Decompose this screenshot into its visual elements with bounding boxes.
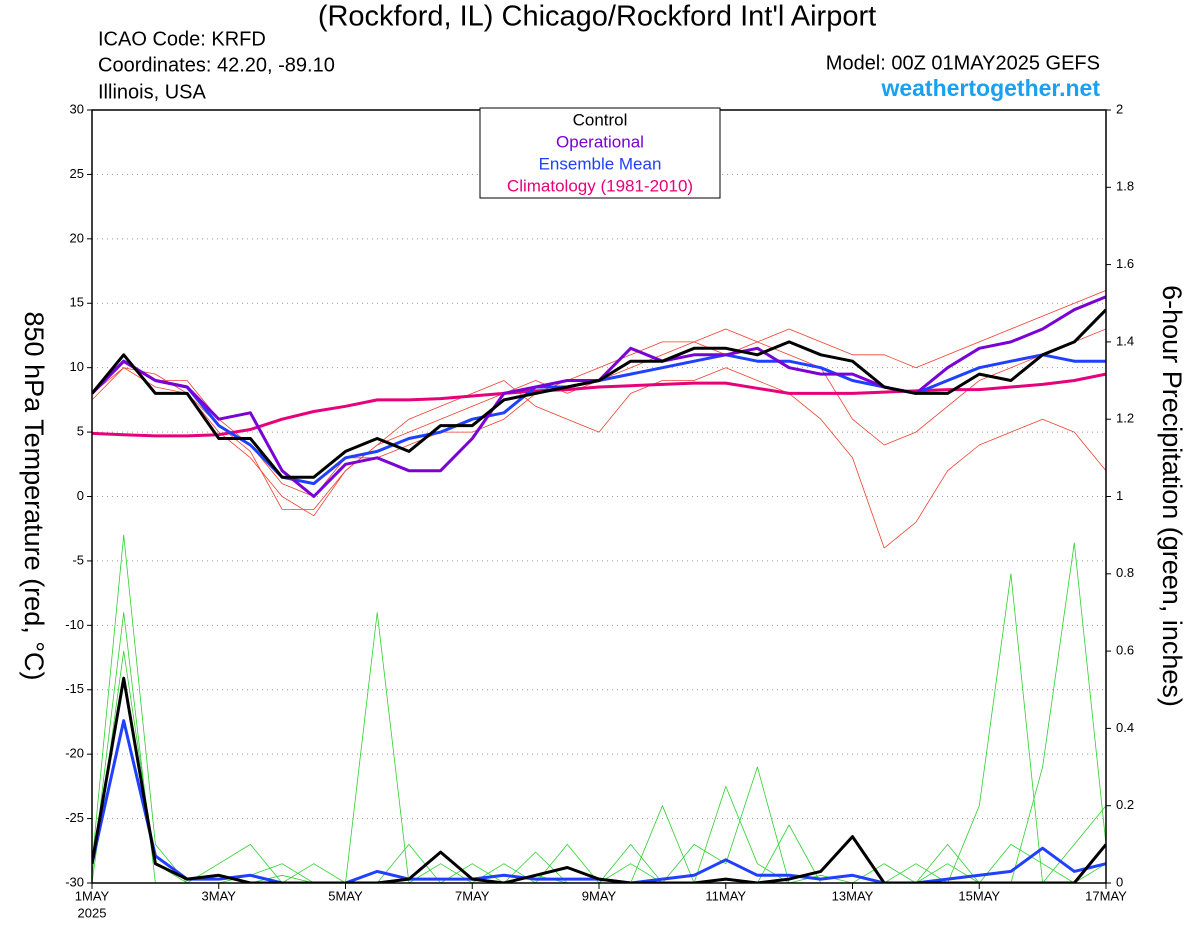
y2-tick-label: 1.6	[1116, 256, 1134, 271]
x-year-label: 2025	[78, 905, 107, 920]
info-line: Coordinates: 42.20, -89.10	[98, 54, 335, 76]
y-tick-label: 0	[77, 488, 84, 503]
y2-tick-label: 0.8	[1116, 565, 1134, 580]
y-tick-label: -10	[65, 617, 84, 632]
y-tick-label: -25	[65, 810, 84, 825]
x-tick-label: 1MAY	[75, 888, 110, 903]
y2-tick-label: 1.4	[1116, 333, 1134, 348]
y-axis-label: 850 hPa Temperature (red, °C)	[19, 312, 49, 681]
y-tick-label: 15	[70, 295, 84, 310]
y-tick-label: -30	[65, 874, 84, 889]
y2-axis-label: 6-hour Precipitation (green, inches)	[1157, 285, 1187, 707]
y2-tick-label: 1	[1116, 488, 1123, 503]
x-tick-label: 13MAY	[832, 888, 874, 903]
y-tick-label: 5	[77, 424, 84, 439]
y-tick-label: -15	[65, 681, 84, 696]
x-tick-label: 7MAY	[455, 888, 490, 903]
series-line	[92, 542, 1106, 883]
y-tick-label: 20	[70, 230, 84, 245]
y-tick-label: -20	[65, 746, 84, 761]
series-line	[92, 676, 1106, 883]
chart-title: (Rockford, IL) Chicago/Rockford Int'l Ai…	[318, 1, 876, 33]
y2-tick-label: 2	[1116, 101, 1123, 116]
site-label: weathertogether.net	[880, 75, 1100, 101]
series-line	[92, 308, 1106, 479]
x-tick-label: 15MAY	[958, 888, 1000, 903]
y-tick-label: 25	[70, 166, 84, 181]
series-line	[92, 573, 1106, 883]
x-tick-label: 17MAY	[1085, 888, 1127, 903]
series-line	[92, 328, 1106, 517]
y2-tick-label: 1.8	[1116, 179, 1134, 194]
legend-entry: Climatology (1981-2010)	[507, 176, 693, 195]
legend-entry: Ensemble Mean	[539, 154, 662, 173]
y2-tick-label: 0.6	[1116, 643, 1134, 658]
y2-tick-label: 0	[1116, 874, 1123, 889]
x-tick-label: 9MAY	[582, 888, 617, 903]
model-label: Model: 00Z 01MAY2025 GEFS	[826, 52, 1100, 74]
legend-box	[479, 107, 721, 199]
series-line	[92, 372, 1106, 438]
info-line: ICAO Code: KRFD	[98, 28, 266, 50]
x-tick-label: 3MAY	[202, 888, 237, 903]
legend-entry: Operational	[556, 132, 644, 151]
series-line	[92, 534, 1106, 883]
y-tick-label: -5	[72, 552, 84, 567]
series-line	[92, 295, 1106, 498]
y-tick-label: 30	[70, 101, 84, 116]
y2-tick-label: 1.2	[1116, 411, 1134, 426]
series-line	[92, 353, 1106, 486]
x-tick-label: 11MAY	[705, 888, 746, 903]
plot-frame	[91, 109, 1107, 884]
info-line: Illinois, USA	[98, 81, 206, 103]
y2-tick-label: 0.2	[1116, 797, 1134, 812]
series-line	[92, 367, 1106, 549]
series-line	[92, 719, 1106, 883]
y-tick-label: 10	[70, 359, 84, 374]
y2-tick-label: 0.4	[1116, 720, 1134, 735]
x-tick-label: 5MAY	[328, 888, 363, 903]
legend-entry: Control	[573, 110, 628, 129]
